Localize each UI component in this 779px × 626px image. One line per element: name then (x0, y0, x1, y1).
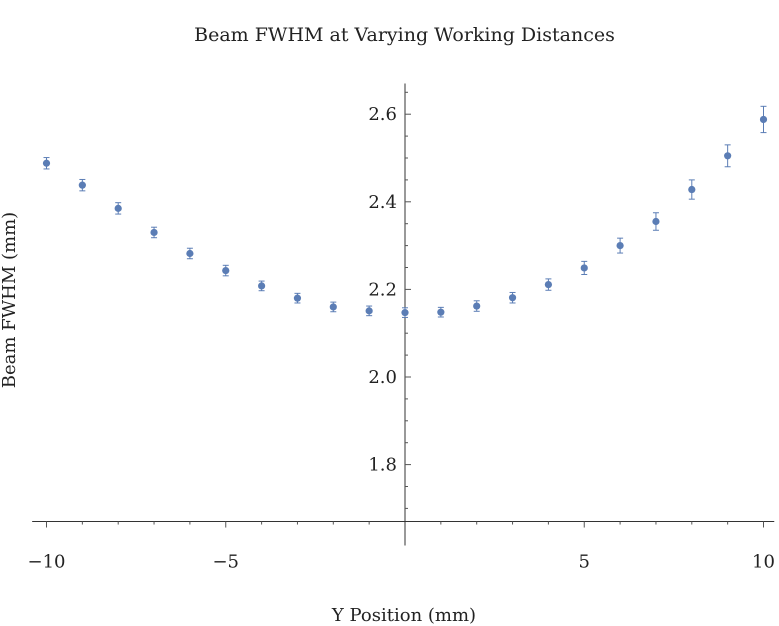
chart-title: Beam FWHM at Varying Working Distances (194, 24, 615, 46)
x-tick-label: −10 (28, 552, 66, 573)
data-point (293, 294, 302, 302)
y-tick-label: 2.2 (368, 279, 397, 300)
data-point (150, 228, 158, 237)
x-tick-label: 10 (752, 552, 775, 573)
data-point (42, 159, 51, 167)
data-point (258, 282, 266, 290)
data-point (186, 249, 194, 258)
data-point (580, 264, 588, 272)
data-point (688, 185, 696, 194)
y-tick-label: 2.6 (368, 104, 397, 125)
x-tick-label: 5 (579, 552, 590, 573)
data-point (652, 217, 660, 226)
data-point (508, 294, 517, 302)
y-tick-label: 2.4 (368, 192, 397, 213)
data-point (473, 302, 481, 310)
data-point (437, 308, 445, 316)
data-point (759, 115, 768, 124)
ticks: −10 −5 5 10 1.8 2.0 2.2 2.4 2.6 (28, 91, 775, 573)
data-point (114, 204, 122, 212)
data-point (222, 266, 230, 275)
data-point (544, 280, 553, 289)
x-axis-label: Y Position (mm) (331, 605, 476, 626)
x-tick-label: −5 (212, 552, 239, 573)
y-axis-label: Beam FWHM (mm) (0, 212, 20, 388)
data-points (42, 105, 768, 318)
y-tick-label: 1.8 (368, 455, 397, 476)
data-point (329, 303, 337, 311)
data-point (365, 307, 373, 315)
data-point (616, 242, 624, 250)
data-point (401, 309, 409, 317)
data-point (78, 181, 86, 189)
y-tick-label: 2.0 (368, 367, 397, 388)
data-point (724, 152, 732, 160)
